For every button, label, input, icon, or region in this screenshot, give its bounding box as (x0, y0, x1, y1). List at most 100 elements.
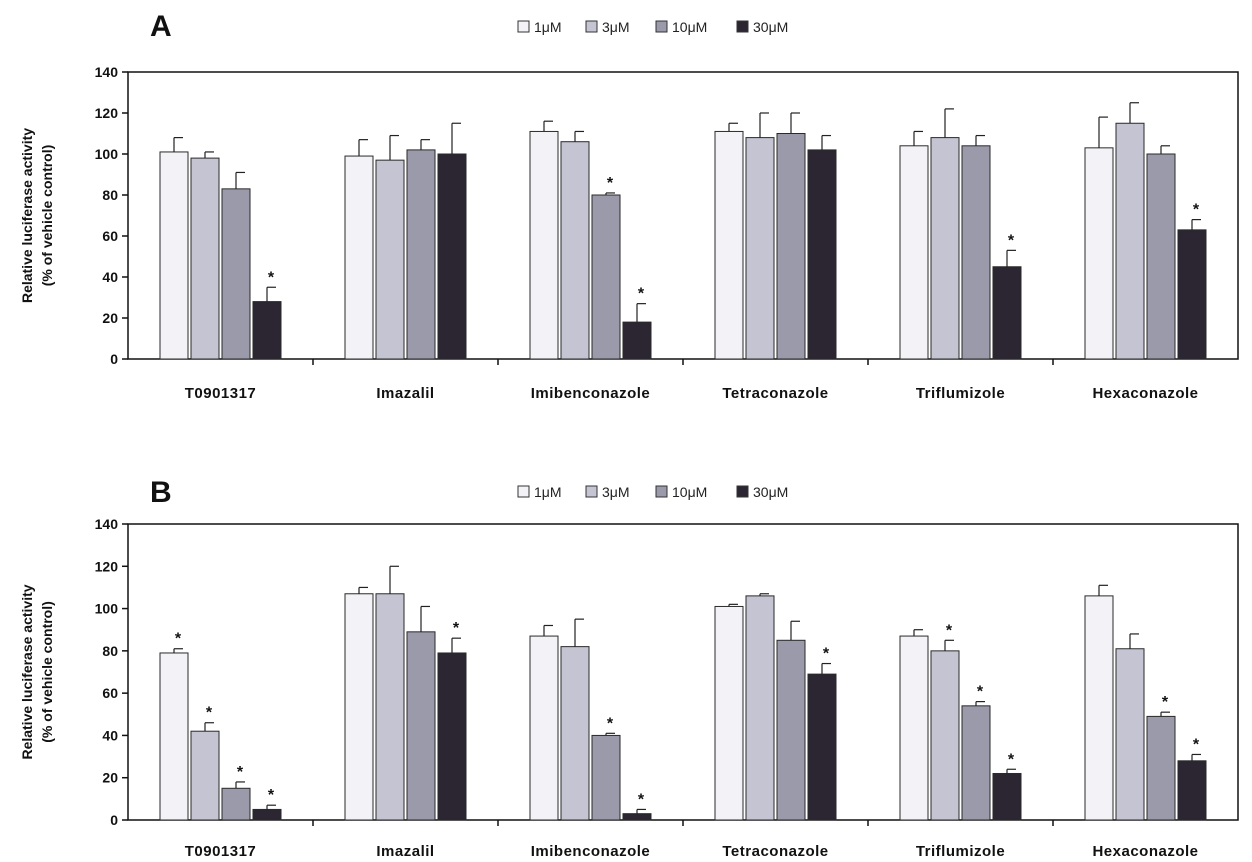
y-axis-label-line-1: Relative luciferase activity (19, 128, 35, 303)
significance-star: * (1193, 202, 1200, 219)
y-tick-label: 20 (102, 770, 118, 786)
legend-label: 10μM (672, 484, 707, 500)
legend-swatch (736, 20, 749, 33)
legend: 1μM 3μM 10μM 30μM (517, 19, 788, 35)
bar (899, 635, 929, 821)
y-tick-label: 20 (102, 310, 118, 326)
x-tick-label: T0901317 (185, 385, 257, 402)
bar (560, 646, 590, 821)
legend: 1μM 3μM 10μM 30μM (517, 484, 788, 500)
legend-item: 3μM (585, 484, 630, 500)
legend-item: 10μM (655, 19, 707, 35)
legend-swatch (655, 20, 668, 33)
bar (899, 145, 929, 360)
bar (190, 157, 220, 360)
plot-frame (127, 523, 1239, 821)
bar (1084, 147, 1114, 360)
significance-star: * (638, 286, 645, 303)
y-tick-label: 0 (110, 812, 118, 828)
legend-item: 1μM (517, 19, 562, 35)
bar (961, 145, 991, 360)
bar (1177, 229, 1207, 360)
bar (529, 635, 559, 821)
y-axis-label: Relative luciferase activity (% of vehicl… (19, 128, 55, 303)
significance-star: * (453, 620, 460, 637)
bar (1177, 760, 1207, 821)
legend-item: 30μM (736, 484, 788, 500)
significance-star: * (1008, 751, 1015, 768)
bar (375, 593, 405, 821)
plot-frame (127, 71, 1239, 360)
significance-star: * (268, 269, 275, 286)
panel-label: B (150, 476, 172, 509)
bar (221, 787, 251, 821)
y-tick-label: 100 (95, 601, 119, 617)
y-axis-label-line-2: (% of vehicle control) (39, 601, 55, 743)
x-tick-label: Imazalil (376, 385, 434, 402)
x-tick-label: Hexaconazole (1092, 385, 1198, 402)
y-tick-label: 100 (95, 146, 119, 162)
significance-star: * (946, 622, 953, 639)
bar (375, 159, 405, 360)
significance-star: * (175, 631, 182, 648)
significance-star: * (206, 705, 213, 722)
y-tick-label: 80 (102, 643, 118, 659)
bar (344, 155, 374, 360)
bar (344, 593, 374, 821)
bar (1115, 648, 1145, 821)
bar (437, 652, 467, 821)
y-tick-label: 140 (95, 64, 119, 80)
bar (252, 301, 282, 360)
y-tick-label: 40 (102, 269, 118, 285)
significance-star: * (1008, 232, 1015, 249)
legend-item: 3μM (585, 19, 630, 35)
x-tick-label: T0901317 (185, 843, 257, 860)
legend-label: 3μM (602, 19, 630, 35)
chart-panel-b: B 1μM 3μM 10μM 30μM 0 20 40 60 80 100 120 140 Relativ… (19, 476, 1239, 860)
legend-label: 1μM (534, 19, 562, 35)
panel-label: A (150, 10, 172, 43)
legend-label: 10μM (672, 19, 707, 35)
bar (221, 188, 251, 360)
y-axis-label: Relative luciferase activity (% of vehicl… (19, 584, 55, 759)
bar (622, 321, 652, 360)
significance-star: * (977, 684, 984, 701)
legend-item: 1μM (517, 484, 562, 500)
legend-swatch (655, 485, 668, 498)
x-tick-label: Triflumizole (916, 843, 1005, 860)
legend-swatch (517, 20, 530, 33)
legend-item: 10μM (655, 484, 707, 500)
x-tick-label: Triflumizole (916, 385, 1005, 402)
legend-swatch (585, 20, 598, 33)
y-tick-label: 140 (95, 516, 119, 532)
bar (560, 141, 590, 360)
bar (714, 605, 744, 821)
x-tick-label: Imibenconazole (531, 843, 651, 860)
y-axis-label-line-1: Relative luciferase activity (19, 584, 35, 759)
y-tick-label: 60 (102, 228, 118, 244)
y-axis-label-line-2: (% of vehicle control) (39, 145, 55, 287)
significance-star: * (1162, 694, 1169, 711)
bar (714, 130, 744, 360)
x-tick-label: Imibenconazole (531, 385, 651, 402)
legend-item: 30μM (736, 19, 788, 35)
legend-label: 30μM (753, 484, 788, 500)
bar (930, 137, 960, 360)
x-tick-label: Tetraconazole (722, 385, 828, 402)
bar (159, 652, 189, 821)
bar (190, 730, 220, 821)
y-tick-label: 60 (102, 685, 118, 701)
legend-label: 1μM (534, 484, 562, 500)
bar (591, 194, 621, 360)
bar (807, 673, 837, 821)
x-tick-label: Tetraconazole (722, 843, 828, 860)
y-tick-label: 120 (95, 105, 119, 121)
y-tick-label: 80 (102, 187, 118, 203)
legend-swatch (736, 485, 749, 498)
bar (406, 149, 436, 360)
bar (930, 650, 960, 821)
y-tick-label: 0 (110, 351, 118, 367)
significance-star: * (607, 175, 614, 192)
bar (807, 149, 837, 360)
